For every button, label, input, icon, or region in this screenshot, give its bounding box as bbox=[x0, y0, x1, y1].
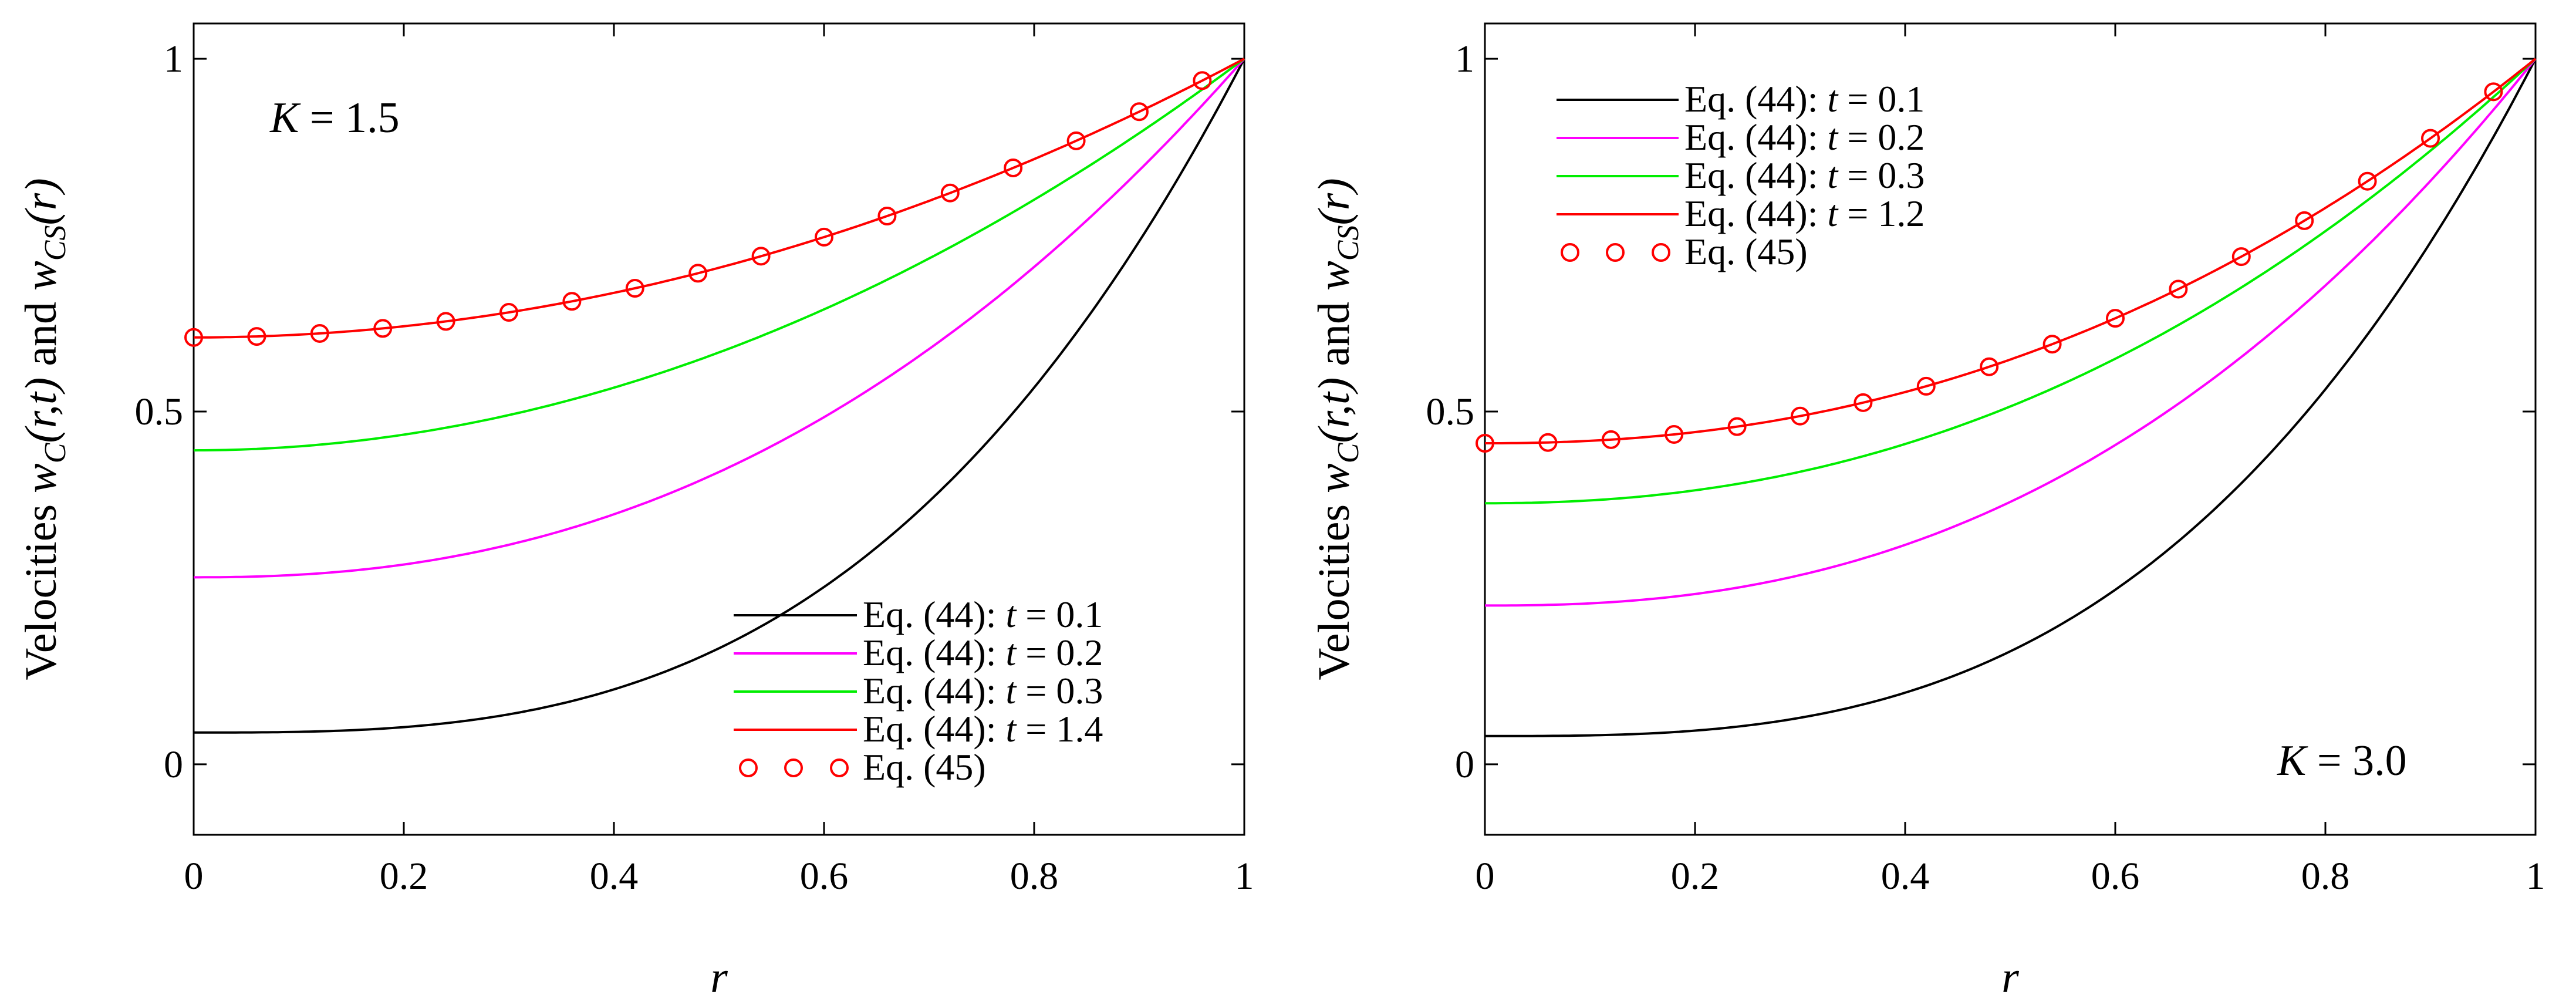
legend-marker bbox=[830, 758, 849, 777]
series-marker bbox=[373, 319, 393, 338]
plot-frame bbox=[193, 22, 1245, 836]
legend-label-3: Eq. (44): t = 1.4 bbox=[863, 708, 1103, 750]
series-line-1 bbox=[1485, 58, 2537, 607]
chart-panel-right: 0 0.2 0.4 0.6 0.8 1 0 0.5 1 r Velocities wC(r,t) a… bbox=[1309, 22, 2545, 1002]
x-tick-label: 0 bbox=[1476, 855, 1495, 898]
y-tick-label: 1 bbox=[1455, 38, 1474, 80]
series-marker bbox=[877, 207, 897, 226]
series-marker bbox=[2042, 335, 2062, 354]
series-marker bbox=[499, 303, 518, 322]
series-line-0 bbox=[1485, 58, 2537, 737]
series-marker bbox=[2231, 247, 2251, 267]
series-marker bbox=[2295, 211, 2314, 230]
x-tick-label: 0.6 bbox=[800, 855, 849, 898]
series-marker bbox=[751, 247, 771, 266]
series-marker bbox=[247, 327, 266, 346]
plot-frame bbox=[1484, 22, 2537, 836]
series-marker bbox=[1193, 71, 1212, 90]
legend-label-0: Eq. (44): t = 0.1 bbox=[863, 594, 1103, 635]
legend-marker bbox=[1561, 243, 1579, 262]
series-marker bbox=[310, 323, 329, 343]
series-marker bbox=[1004, 158, 1023, 177]
series-marker bbox=[1665, 424, 1684, 444]
legend-marker bbox=[1652, 243, 1670, 262]
series-marker bbox=[562, 292, 582, 311]
series-marker bbox=[2106, 309, 2125, 328]
series-line-3 bbox=[1485, 58, 2537, 444]
series-marker bbox=[1066, 131, 1086, 150]
x-tick-label: 0.4 bbox=[590, 855, 639, 898]
series-marker bbox=[2484, 82, 2503, 102]
series-line-2 bbox=[1485, 58, 2537, 505]
series-marker bbox=[1916, 376, 1936, 396]
series-marker bbox=[1853, 393, 1873, 412]
x-tick-label: 0.8 bbox=[2301, 855, 2350, 898]
y-tick-label: 1 bbox=[164, 38, 183, 80]
series-marker bbox=[1980, 357, 1999, 376]
legend-marker bbox=[739, 758, 758, 777]
series-marker bbox=[1791, 406, 1809, 426]
series-marker bbox=[1727, 417, 1747, 436]
legend-label-4: Eq. (45) bbox=[1684, 231, 1808, 272]
legend: Eq. (44): t = 0.1Eq. (44): t = 0.2Eq. (4… bbox=[734, 594, 1103, 788]
series-marker bbox=[940, 183, 960, 203]
x-tick-label: 0.4 bbox=[1881, 855, 1930, 898]
x-tick-label: 0 bbox=[184, 855, 204, 898]
x-tick-label: 0.8 bbox=[1010, 855, 1059, 898]
y-axis-label: Velocities wC(r,t) and wCS(r) bbox=[16, 178, 72, 680]
series-marker bbox=[184, 328, 203, 347]
x-tick-label: 0.2 bbox=[1671, 855, 1720, 898]
legend-label-2: Eq. (44): t = 0.3 bbox=[863, 670, 1103, 712]
x-tick-label: 1 bbox=[2526, 855, 2545, 898]
y-tick-label: 0 bbox=[1455, 743, 1474, 786]
series-marker bbox=[2358, 171, 2377, 191]
series-marker bbox=[436, 312, 455, 331]
series-marker bbox=[1538, 433, 1558, 452]
x-tick-label: 0.6 bbox=[2091, 855, 2140, 898]
y-tick-label: 0.5 bbox=[135, 390, 184, 433]
y-tick-label: 0.5 bbox=[1426, 390, 1475, 433]
series-marker bbox=[815, 227, 833, 247]
chart-panel-left: 0 0.2 0.4 0.6 0.8 1 0 0.5 1 r Velocities wC(r,t) a… bbox=[16, 22, 1254, 1002]
x-tick-label: 1 bbox=[1235, 855, 1254, 898]
series-marker bbox=[1601, 430, 1620, 449]
series-marker bbox=[688, 264, 708, 283]
k-annotation: K = 1.5 bbox=[269, 94, 400, 142]
series-marker bbox=[625, 279, 644, 298]
legend-label-1: Eq. (44): t = 0.2 bbox=[863, 632, 1103, 673]
legend-marker bbox=[1606, 243, 1625, 262]
legend-label-3: Eq. (44): t = 1.2 bbox=[1684, 193, 1925, 234]
series-marker bbox=[1476, 434, 1494, 453]
legend-label-0: Eq. (44): t = 0.1 bbox=[1684, 78, 1925, 120]
legend-label-2: Eq. (44): t = 0.3 bbox=[1684, 154, 1925, 196]
x-tick-label: 0.2 bbox=[380, 855, 428, 898]
x-axis-label: r bbox=[2001, 953, 2019, 1002]
legend-label-4: Eq. (45) bbox=[863, 746, 986, 788]
series-marker bbox=[2169, 279, 2188, 299]
legend-label-1: Eq. (44): t = 0.2 bbox=[1684, 116, 1925, 158]
series-marker bbox=[2421, 129, 2440, 148]
legend-marker bbox=[784, 758, 803, 777]
y-tick-label: 0 bbox=[164, 743, 183, 786]
x-axis-label: r bbox=[710, 953, 728, 1002]
series-line-1 bbox=[194, 58, 1245, 579]
legend: Eq. (44): t = 0.1Eq. (44): t = 0.2Eq. (4… bbox=[1557, 78, 1925, 272]
series-line-0 bbox=[194, 58, 1245, 734]
series-marker bbox=[1130, 102, 1149, 122]
k-annotation: K = 3.0 bbox=[2277, 737, 2407, 785]
y-axis-label: Velocities wC(r,t) and wCS(r) bbox=[1309, 178, 1365, 680]
series-line-2 bbox=[193, 58, 1245, 452]
